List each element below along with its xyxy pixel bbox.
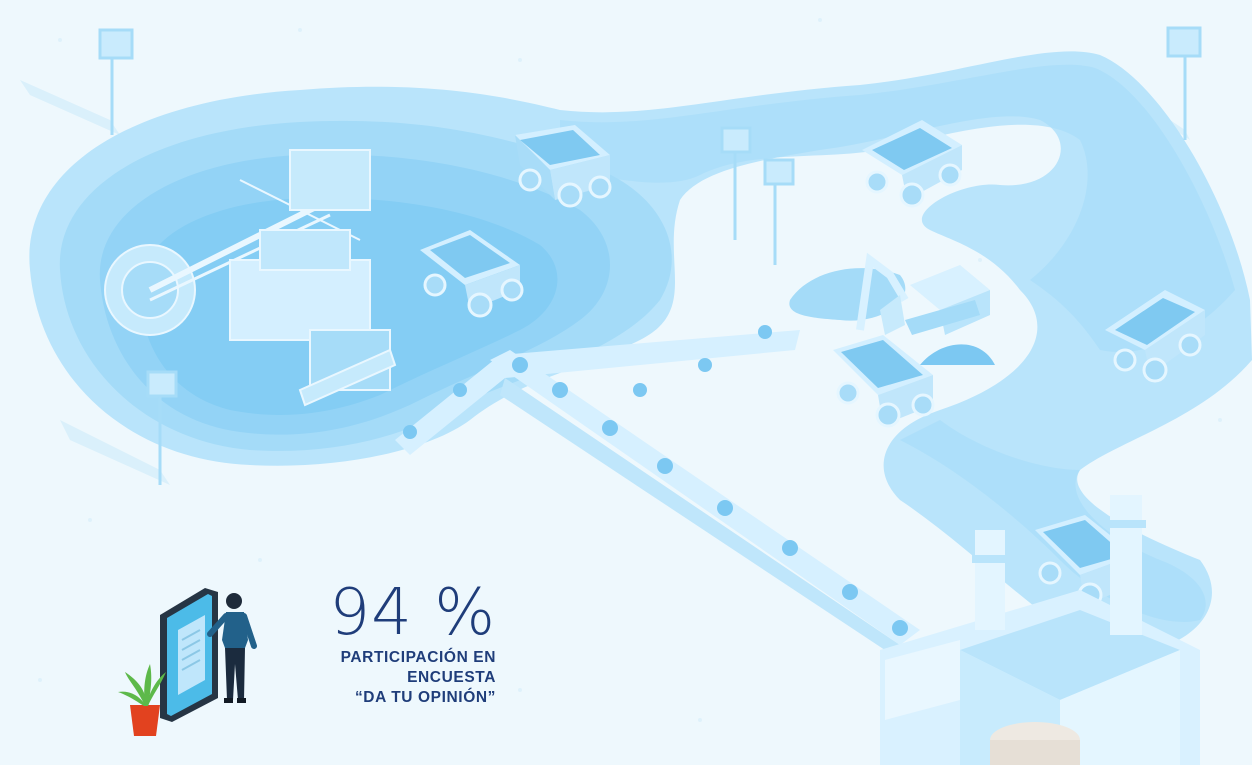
stat-label-line-1: PARTICIPACIÓN EN — [340, 649, 496, 666]
stat-value: 94 % — [329, 576, 496, 650]
processing-plant-icon — [880, 495, 1200, 765]
stat-label-line-3: “DA TU OPINIÓN” — [354, 689, 496, 706]
bucket-wheel-excavator-icon — [104, 149, 397, 407]
conveyor-belt-icon — [395, 325, 920, 660]
dump-truck-icon — [420, 120, 1205, 608]
light-tower-icon — [98, 26, 1202, 485]
ground-texture — [38, 18, 1222, 722]
woman-figure-icon — [207, 593, 257, 703]
tablet-survey-icon — [160, 588, 218, 722]
excavator-icon — [856, 252, 995, 365]
stat-label-line-2: ENCUESTA — [407, 669, 496, 686]
potted-plant-icon — [118, 664, 166, 736]
stat-block: 94 % PARTICIPACIÓN EN ENCUESTA “DA TU OP… — [300, 578, 496, 708]
